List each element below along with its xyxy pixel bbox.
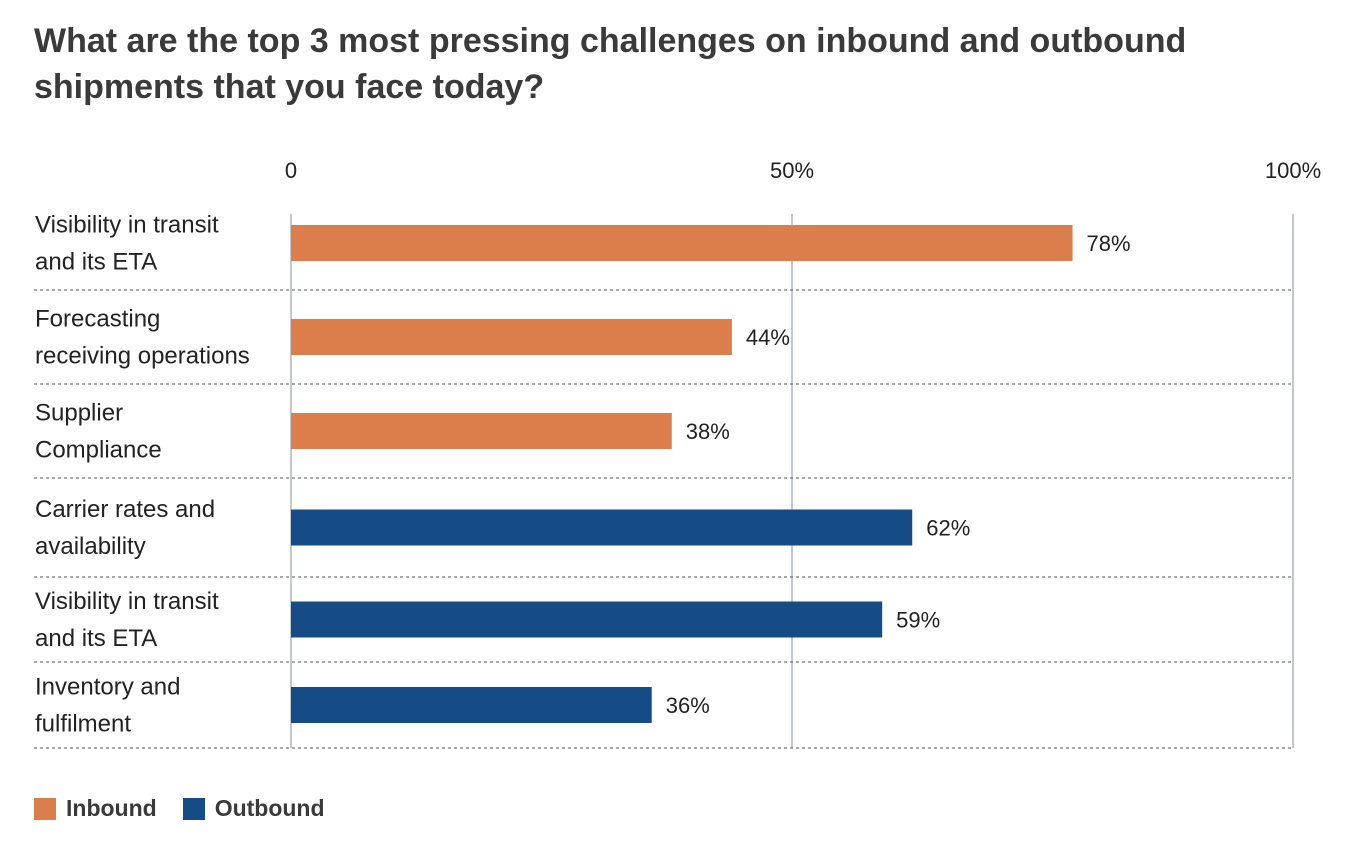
x-tick-label-50: 50% <box>770 158 814 183</box>
category-label: receiving operations <box>35 343 250 370</box>
chart-title: What are the top 3 most pressing challen… <box>34 22 1187 106</box>
category-label: Forecasting <box>35 306 160 333</box>
bar-outbound <box>291 509 913 546</box>
legend-label-inbound: Inbound <box>66 795 157 821</box>
legend-label-outbound: Outbound <box>214 795 325 821</box>
legend: Inbound Outbound <box>34 795 351 822</box>
category-label: and its ETA <box>35 249 157 276</box>
legend-swatch-inbound <box>34 797 56 820</box>
bar-outbound <box>291 601 883 638</box>
bar-inbound <box>291 413 672 449</box>
legend-swatch-outbound <box>182 797 205 820</box>
bar-inbound <box>291 225 1073 261</box>
value-label: 62% <box>926 516 970 541</box>
bar-outbound <box>291 687 652 723</box>
category-label: Visibility in transit <box>35 588 219 615</box>
category-label: Inventory and <box>35 674 180 701</box>
value-label: 78% <box>1087 231 1131 256</box>
category-label: Supplier <box>35 400 123 427</box>
value-label: 59% <box>896 608 940 633</box>
value-label: 36% <box>666 693 710 718</box>
category-label: fulfilment <box>35 711 131 738</box>
category-label: and its ETA <box>35 625 157 652</box>
legend-item-inbound: Inbound <box>34 795 157 822</box>
bar-chart: 0 50% 100% 78% Visibility in transit and its … <box>34 158 1321 749</box>
value-label: 44% <box>746 325 790 350</box>
category-label: Compliance <box>35 437 162 464</box>
bar-inbound <box>291 319 732 355</box>
legend-item-outbound: Outbound <box>182 795 325 822</box>
category-label: Carrier rates and <box>35 496 215 523</box>
x-tick-label-100: 100% <box>1265 158 1321 183</box>
category-label: Visibility in transit <box>35 212 219 239</box>
x-tick-label-0: 0 <box>285 158 297 183</box>
value-label: 38% <box>686 419 730 444</box>
category-label: availability <box>35 533 146 560</box>
